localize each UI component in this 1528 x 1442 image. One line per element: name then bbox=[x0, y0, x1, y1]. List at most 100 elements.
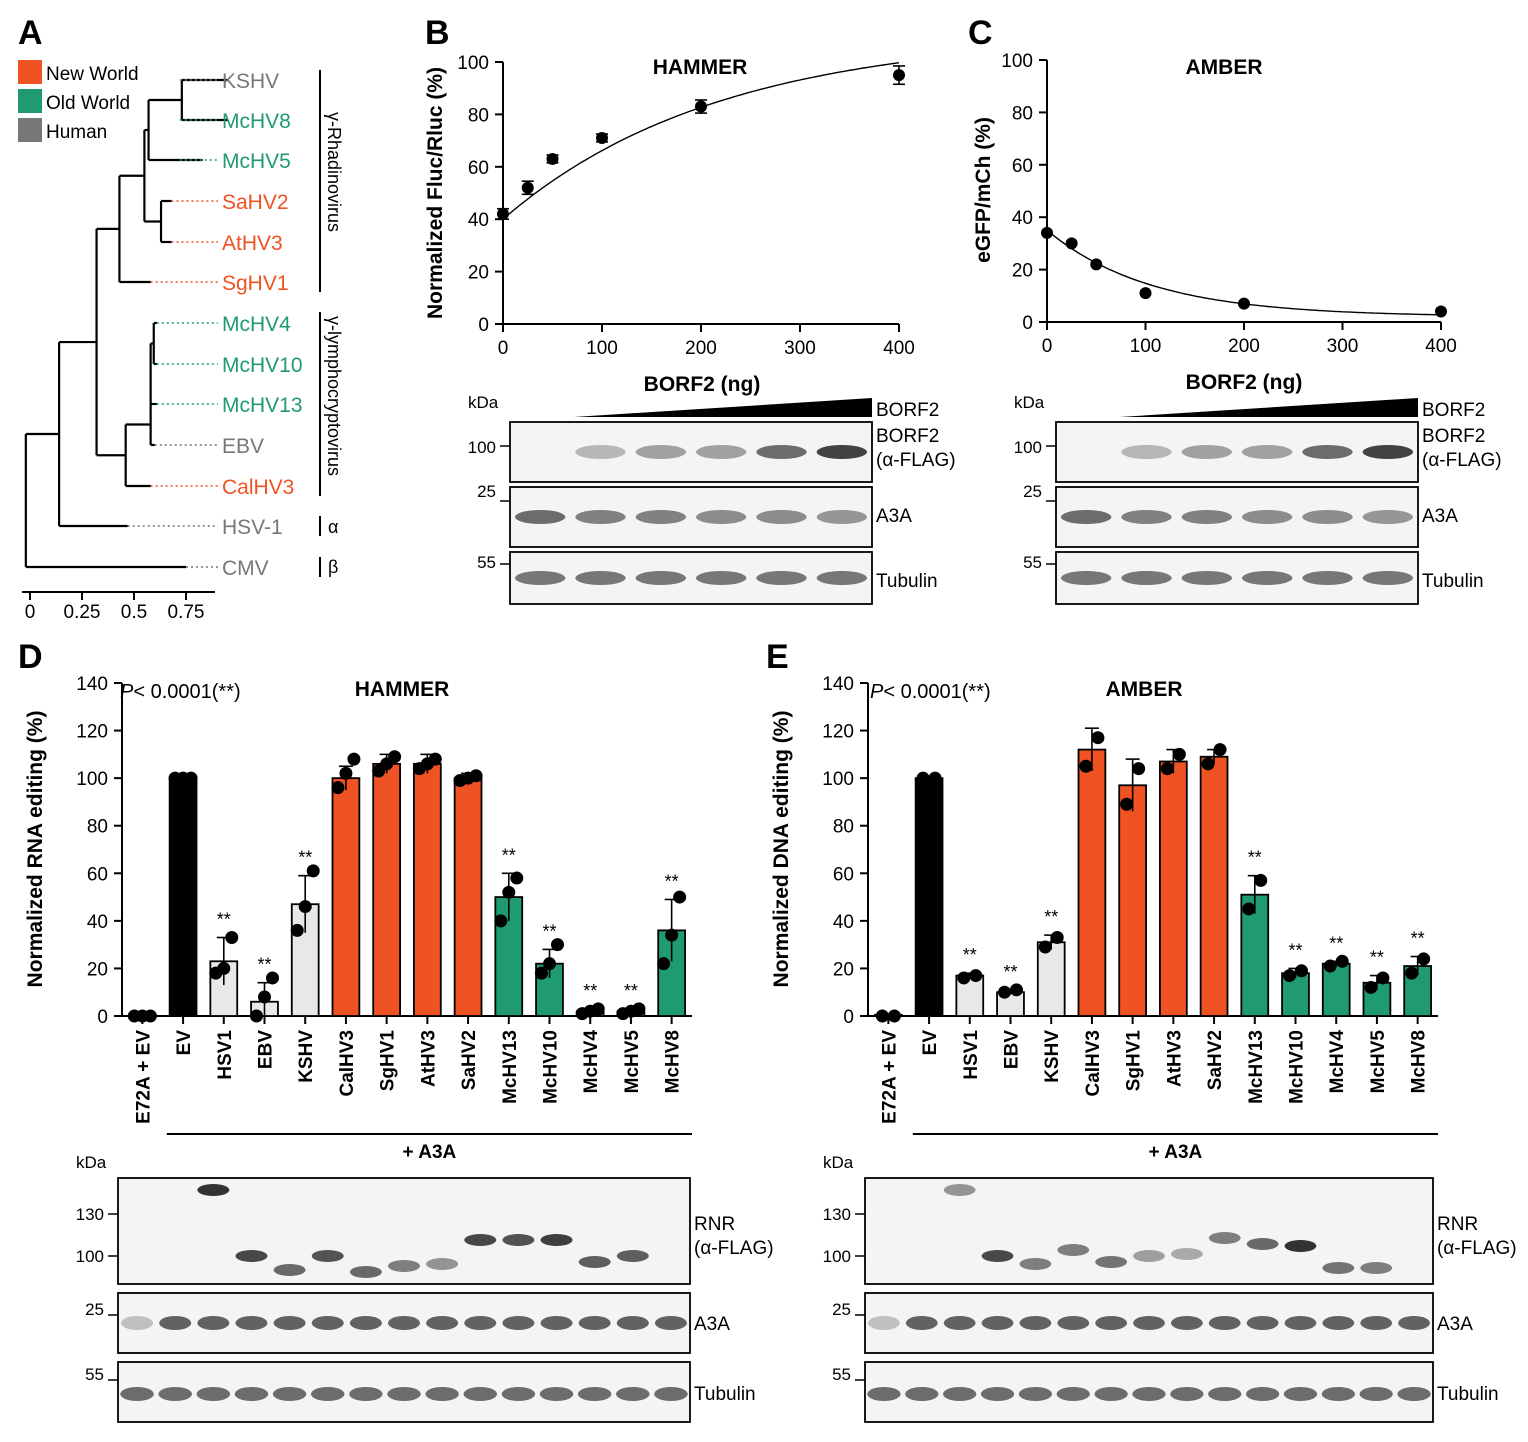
data-point bbox=[1435, 305, 1447, 318]
band bbox=[1018, 1387, 1053, 1401]
category-label: McHV10 bbox=[1287, 1030, 1308, 1104]
band bbox=[515, 571, 566, 585]
replicate-point bbox=[1091, 731, 1105, 745]
band bbox=[1302, 510, 1353, 524]
replicate-point bbox=[535, 966, 548, 980]
band bbox=[1397, 1387, 1431, 1401]
data-point bbox=[695, 100, 707, 113]
y-tick-label: 80 bbox=[87, 817, 108, 838]
taxon-label: EBV bbox=[222, 435, 264, 458]
panel-letter-c: C bbox=[968, 14, 993, 52]
replicate-point bbox=[266, 971, 279, 985]
band bbox=[235, 1250, 268, 1262]
replicate-point bbox=[1038, 940, 1052, 954]
band bbox=[1061, 510, 1112, 524]
replicate-point bbox=[1405, 966, 1419, 980]
blot-row-label: RNR bbox=[694, 1214, 735, 1235]
dose-wedge bbox=[574, 398, 872, 417]
clade-labels: γ-Rhadinovirus γ-lymphocryptovirus α β bbox=[319, 70, 344, 577]
data-point bbox=[1090, 258, 1103, 271]
chart-title: HAMMER bbox=[355, 678, 450, 701]
band bbox=[635, 571, 686, 585]
y-tick-label: 20 bbox=[833, 959, 854, 980]
y-tick-label: 20 bbox=[468, 263, 489, 284]
kda-label: kDa bbox=[76, 1153, 107, 1172]
y-tick-label: 140 bbox=[76, 674, 108, 695]
band bbox=[464, 1234, 497, 1246]
category-label: McHV4 bbox=[1327, 1030, 1348, 1094]
kda-label: kDa bbox=[468, 393, 499, 412]
category-label: McHV10 bbox=[541, 1030, 562, 1104]
data-point bbox=[596, 131, 608, 144]
band bbox=[197, 1316, 230, 1330]
band bbox=[1133, 1316, 1165, 1330]
y-tick-label: 40 bbox=[833, 912, 854, 933]
category-label: HSV1 bbox=[961, 1030, 982, 1080]
band bbox=[1362, 510, 1414, 524]
x-tick-label: 300 bbox=[784, 338, 816, 359]
blot-row-sublabel: (α-FLAG) bbox=[876, 450, 956, 471]
fit-curve bbox=[502, 62, 900, 220]
replicate-point bbox=[957, 971, 971, 985]
band bbox=[159, 1316, 192, 1330]
wedge-label: BORF2 bbox=[876, 400, 939, 421]
band bbox=[577, 1387, 612, 1401]
band bbox=[1181, 510, 1233, 524]
replicate-point bbox=[331, 781, 345, 795]
band bbox=[1242, 445, 1293, 459]
category-label: SgHV1 bbox=[378, 1030, 399, 1092]
band bbox=[905, 1316, 938, 1330]
blot-row-sublabel: (α-FLAG) bbox=[694, 1238, 774, 1259]
band bbox=[696, 571, 747, 585]
significance-marker: ** bbox=[1044, 907, 1058, 927]
band bbox=[387, 1316, 421, 1330]
band bbox=[1019, 1316, 1052, 1330]
band bbox=[158, 1387, 192, 1401]
a3a-bracket-label: + A3A bbox=[1149, 1142, 1203, 1163]
data-point bbox=[1041, 226, 1053, 239]
significance-marker: ** bbox=[1329, 933, 1343, 953]
bar bbox=[1240, 893, 1270, 1017]
band bbox=[311, 1250, 344, 1262]
kda-marker: 130 bbox=[823, 1205, 851, 1224]
band bbox=[1245, 1387, 1280, 1401]
significance-marker: ** bbox=[257, 955, 271, 975]
western-blot-b: kDa BORF2 100 BORF2 (α-FLAG) 25 A3A 55 Tubulin bbox=[468, 393, 956, 605]
band bbox=[539, 1387, 574, 1401]
kda-marker: 100 bbox=[823, 1247, 851, 1266]
band bbox=[575, 571, 626, 585]
tree-scale-tick: 0.5 bbox=[121, 602, 147, 623]
replicate-point bbox=[887, 1009, 901, 1023]
blot-row-frame bbox=[1055, 551, 1419, 605]
y-tick-label: 0 bbox=[97, 1007, 108, 1028]
band bbox=[1061, 571, 1112, 585]
band bbox=[696, 510, 747, 524]
band bbox=[1170, 1248, 1203, 1260]
blot-row-label: BORF2 bbox=[876, 426, 939, 447]
band bbox=[1360, 1316, 1393, 1330]
chart-title: AMBER bbox=[1186, 56, 1263, 79]
band bbox=[502, 1234, 535, 1246]
replicate-point bbox=[298, 900, 312, 914]
category-label: McHV5 bbox=[1368, 1030, 1389, 1094]
replicate-point bbox=[591, 1002, 605, 1016]
data-point bbox=[521, 181, 534, 194]
category-label: EBV bbox=[256, 1030, 277, 1069]
x-tick-label: 100 bbox=[1130, 336, 1162, 357]
category-label: CalHV3 bbox=[1083, 1030, 1104, 1097]
category-label: McHV5 bbox=[622, 1030, 643, 1094]
band bbox=[756, 510, 807, 524]
p-value-symbol: P bbox=[870, 681, 884, 703]
band bbox=[1094, 1387, 1128, 1401]
band bbox=[1246, 1316, 1279, 1330]
blot-row-label: BORF2 bbox=[1422, 426, 1485, 447]
significance-marker: ** bbox=[583, 981, 597, 1001]
band bbox=[425, 1387, 459, 1401]
blot-row-label: A3A bbox=[1422, 506, 1458, 527]
significance-marker: ** bbox=[1003, 962, 1017, 982]
legend-label-new-world: New World bbox=[46, 64, 139, 85]
band bbox=[1057, 1244, 1090, 1256]
panel-letter-a: A bbox=[18, 14, 43, 52]
y-tick-label: 100 bbox=[822, 769, 854, 790]
